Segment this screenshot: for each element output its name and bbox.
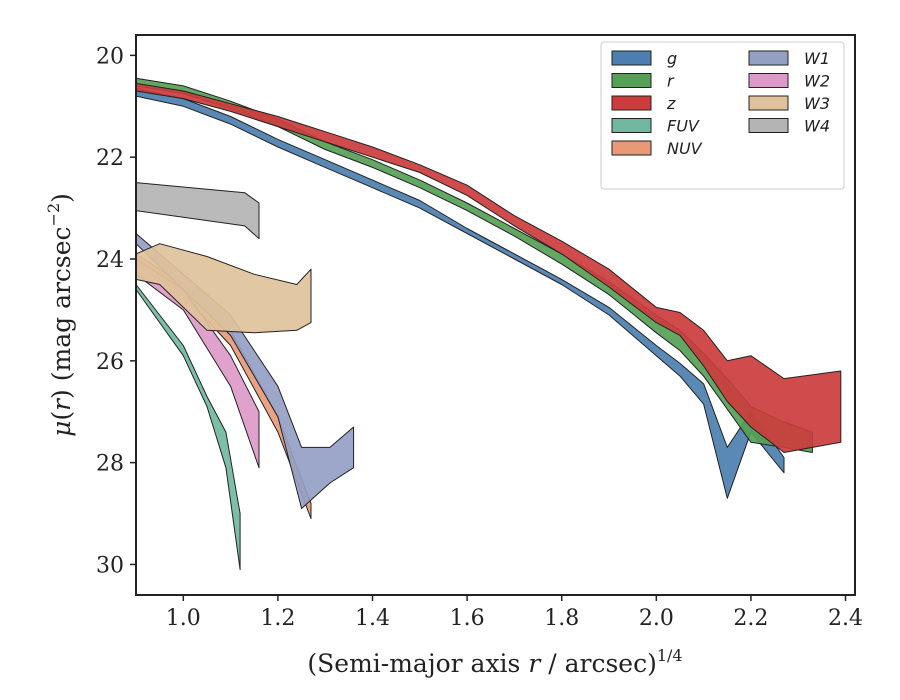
band-w4 [135,182,260,240]
band-w3 [135,243,312,334]
band-z [135,82,842,453]
legend-label-w4: W4 [804,117,830,136]
band-fuv [135,284,241,570]
legend-label-g: g [667,49,677,68]
legend-label-z: z [666,94,676,113]
y-tick-label: 24 [96,248,124,273]
legend-swatch-w3 [748,95,789,111]
band-g [135,88,785,499]
legend-label-nuv: NUV [667,139,703,158]
legend-swatch-g [611,50,652,66]
y-tick-label: 22 [96,146,124,171]
legend-swatch-fuv [611,118,652,133]
legend-label-w1: W1 [804,49,830,68]
x-tick-label: 1.4 [355,606,390,631]
legend: grz FUV NUV W1 W2 W3 W4 [600,41,845,190]
legend-label-w2: W2 [804,72,830,91]
x-tick-label: 1.8 [544,606,579,631]
legend-label-r: r [667,72,675,91]
axis-ticks: 1.0 1.2 1.4 1.6 1.8 2.0 2.2 2.4 20 22 24 26 28 30 [96,44,863,631]
legend-swatch-z [611,95,652,111]
plot-frame [135,34,856,596]
y-tick-label: 30 [96,553,124,578]
legend-swatch-w4 [748,118,789,133]
y-tick-label: 26 [96,350,124,375]
x-tick-label: 1.2 [260,606,295,631]
x-tick-label: 2.4 [828,606,863,631]
x-tick-label: 2.2 [733,606,768,631]
legend-swatch-r [611,73,652,88]
y-axis-label: μ(r) (mag arcsec−2) [44,193,76,437]
x-tick-label: 1.0 [166,606,201,631]
x-tick-label: 1.6 [450,606,485,631]
x-tick-label: 2.0 [639,606,674,631]
legend-swatch-w2 [748,73,789,88]
legend-label-fuv: FUV [667,117,700,136]
y-tick-label: 28 [96,452,124,477]
legend-swatch-w1 [748,50,789,66]
legend-swatch-nuv [611,140,652,156]
series-bands [135,77,842,570]
legend-label-w3: W3 [804,94,830,113]
y-tick-label: 20 [96,44,124,69]
x-axis-label: (Semi-major axis r / arcsec)1/4 [307,646,682,678]
